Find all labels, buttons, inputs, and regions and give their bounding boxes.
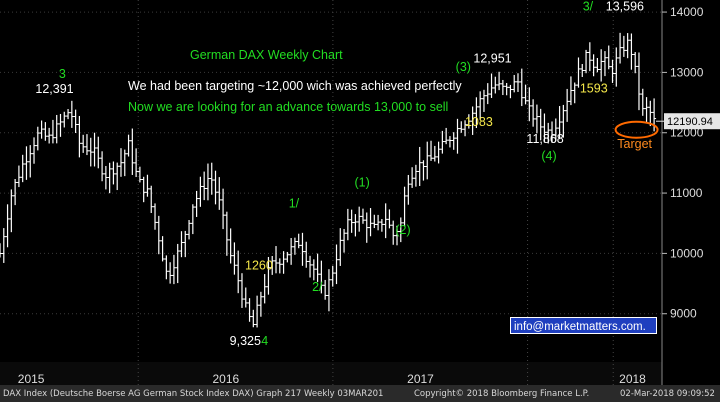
- chart-annotation: 1/: [289, 197, 300, 211]
- chart-annotation: 1260: [245, 258, 273, 272]
- y-tick-label: 9000: [670, 307, 697, 321]
- chart-annotation: 12,951: [473, 51, 511, 65]
- dax-weekly-chart: 9000 10000 11000 12000 13000 14000 12190.94 201…: [0, 0, 720, 385]
- y-tick-label: 14000: [670, 5, 704, 19]
- year-label: 2018: [619, 372, 646, 385]
- bloomberg-footer: DAX Index (Deutsche Boerse AG German Sto…: [0, 385, 720, 402]
- chart-annotation: (1): [354, 175, 369, 189]
- y-tick-label: 12000: [670, 126, 704, 140]
- chart-annotation: 11,868: [526, 132, 563, 146]
- chart-annotation: 13,596: [606, 0, 644, 13]
- chart-annotation: (2): [395, 223, 410, 237]
- last-value-badge: [664, 113, 720, 130]
- chart-subtitle-line: Now we are looking for an advance toward…: [128, 100, 448, 114]
- chart-annotation: 12,391: [35, 82, 73, 96]
- year-label: 2017: [407, 372, 434, 385]
- target-ellipse: [614, 120, 659, 139]
- y-tick-label: 13000: [670, 65, 704, 79]
- chart-annotation: 4: [261, 334, 268, 348]
- chart-annotation: 1593: [580, 82, 608, 96]
- year-label: 2015: [18, 372, 45, 385]
- footer-copyright: Copyright© 2018 Bloomberg Finance L.P.: [414, 389, 590, 399]
- year-label: 2016: [212, 372, 239, 385]
- y-tick-label: 11000: [670, 186, 703, 200]
- last-value-label: 12190.94: [667, 116, 713, 128]
- chart-annotation: Target: [617, 137, 652, 151]
- email-box-inner: [511, 318, 656, 333]
- chart-title: German DAX Weekly Chart: [190, 48, 343, 62]
- chart-annotation: 9,325: [230, 334, 261, 348]
- chart-annotation: (4): [541, 149, 556, 163]
- chart-subtitle-line: We had been targeting ~12,000 wich was a…: [128, 79, 462, 93]
- y-tick-label: 10000: [670, 246, 704, 260]
- email-label: info@marketmatters.com.: [514, 321, 646, 333]
- chart-annotation: 2/: [312, 280, 323, 294]
- y-axis-panel: [662, 0, 720, 385]
- chart-annotation: 1083: [465, 115, 493, 129]
- footer-security-info: DAX Index (Deutsche Boerse AG German Sto…: [3, 389, 384, 399]
- plot-area: [0, 0, 662, 362]
- year-band: [0, 362, 662, 385]
- chart-annotation: 3/: [583, 0, 594, 13]
- chart-annotation: 3: [59, 67, 66, 81]
- chart-annotation: (3): [456, 60, 471, 74]
- footer-timestamp: 02-Mar-2018 09:09:52: [620, 389, 715, 399]
